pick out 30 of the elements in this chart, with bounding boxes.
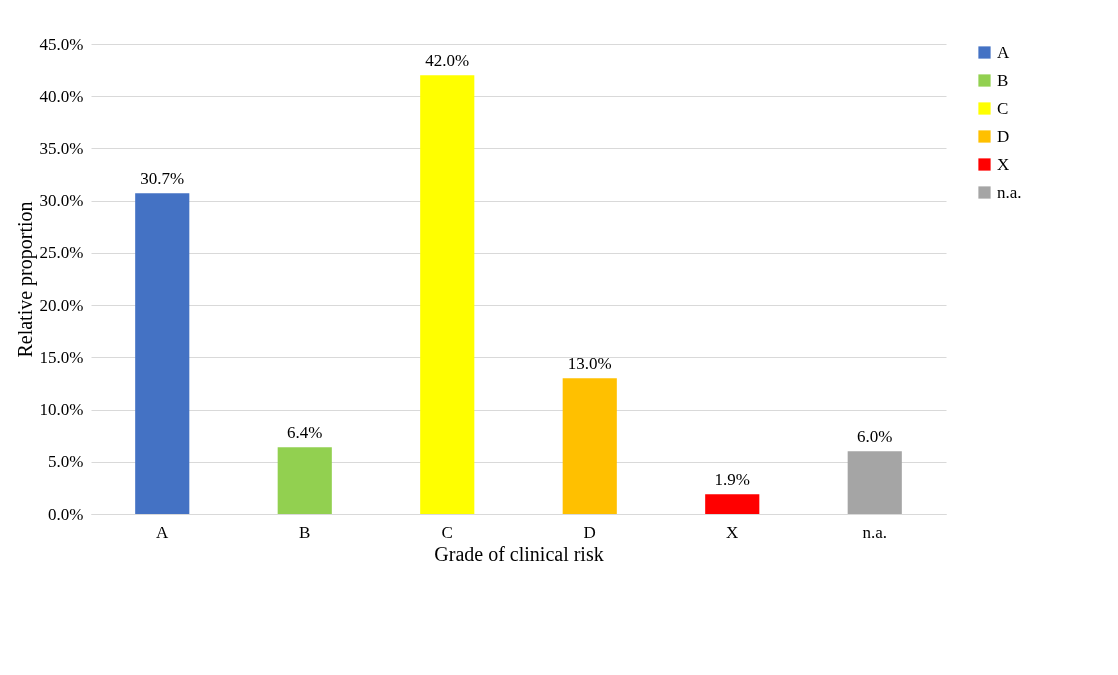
y-tick-label: 15.0%: [39, 347, 84, 367]
data-label: 13.0%: [567, 354, 612, 374]
legend-label: n.a.: [997, 182, 1022, 202]
data-label: 42.0%: [425, 51, 470, 71]
x-tick-label: B: [299, 522, 311, 542]
x-tick-label: n.a.: [862, 522, 888, 542]
data-label: 6.0%: [857, 427, 893, 447]
data-label: 1.9%: [714, 470, 750, 490]
y-tick-label: 20.0%: [39, 295, 84, 315]
y-tick-label: 10.0%: [39, 400, 84, 420]
y-tick-label: 25.0%: [39, 243, 84, 263]
data-label: 30.7%: [140, 169, 185, 189]
x-axis-title: Grade of clinical risk: [434, 542, 604, 565]
legend-label: X: [997, 154, 1010, 174]
y-tick-label: 35.0%: [39, 138, 84, 158]
y-tick-label: 40.0%: [39, 86, 84, 106]
x-tick-label: X: [726, 522, 739, 542]
legend-label: D: [997, 126, 1010, 146]
y-tick-label: 5.0%: [48, 452, 84, 472]
legend-label: A: [997, 42, 1010, 62]
legend-label: C: [997, 98, 1009, 118]
y-axis-title: Relative proportion: [13, 201, 37, 358]
legend-label: B: [997, 70, 1009, 90]
y-tick-label: 45.0%: [39, 34, 84, 54]
y-tick-label: 0.0%: [48, 504, 84, 524]
y-tick-label: 30.0%: [39, 191, 84, 211]
x-tick-label: D: [583, 522, 596, 542]
data-label: 6.4%: [287, 423, 323, 443]
x-tick-label: A: [156, 522, 170, 542]
x-tick-label: C: [441, 522, 453, 542]
